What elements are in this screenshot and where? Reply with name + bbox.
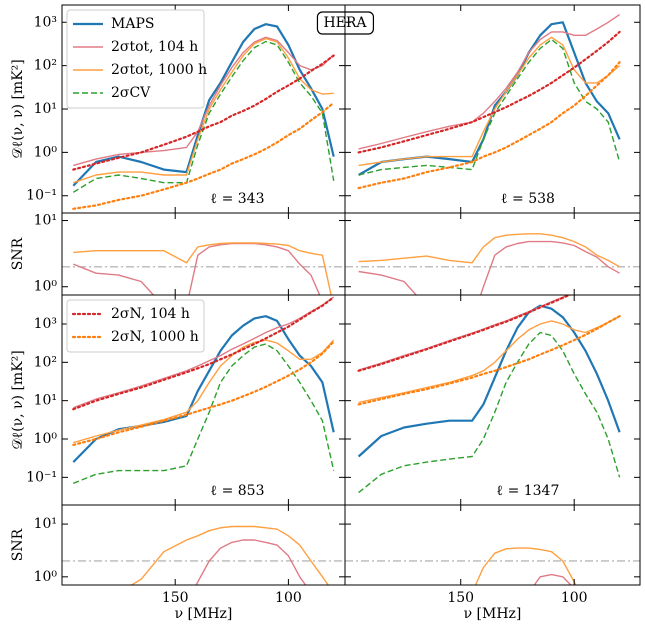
series-line (72, 340, 335, 446)
series-line (195, 539, 307, 585)
y-tick-label: 10² (34, 354, 57, 370)
y-axis-label: 𝒟ℓ(ν, ν) [mK²] (10, 59, 26, 158)
series-line (72, 101, 335, 210)
y-tick-label: 10⁰ (34, 431, 58, 447)
legend-box (66, 299, 205, 353)
plot-area (345, 547, 640, 585)
series-line (72, 54, 335, 171)
y-axis-label: SNR (10, 528, 26, 561)
legend-label: 2σCV (111, 85, 151, 101)
y-tick-label: 10¹ (34, 101, 57, 117)
y-tick-label: 10⁰ (34, 279, 58, 295)
plot-area (72, 296, 335, 484)
y-axis-label: 𝒟ℓ(ν, ν) [mK²] (10, 350, 26, 449)
y-tick-label: 10¹ (34, 516, 57, 532)
plot-area (357, 14, 621, 190)
y-tick-label: 10² (34, 58, 57, 74)
x-tick-label: 150 (447, 590, 474, 606)
series-line (357, 304, 621, 458)
y-tick-label: 10³ (34, 316, 57, 332)
series-line (72, 40, 335, 193)
legend-label: MAPS (111, 16, 154, 32)
series-line (358, 38, 621, 176)
series-line (72, 296, 335, 411)
series-line (358, 233, 620, 268)
x-tick-label: 100 (275, 590, 302, 606)
x-tick-label: 150 (162, 590, 189, 606)
y-tick-label: 10³ (34, 14, 57, 30)
ell-label: ℓ = 853 (210, 483, 264, 499)
legend-label: 2σtot, 104 h (111, 39, 198, 55)
y-tick-label: 10⁻¹ (26, 469, 57, 485)
y-axis-label: SNR (10, 237, 26, 270)
panel-frame (61, 212, 346, 296)
series-line (358, 295, 570, 371)
legend-label: 2σN, 104 h (111, 306, 190, 322)
series-line (357, 30, 621, 154)
series-line (358, 14, 620, 150)
plot-area (72, 23, 335, 210)
y-tick-label: 10¹ (34, 213, 57, 229)
y-tick-label: 10⁰ (34, 569, 58, 585)
y-tick-label: 10⁰ (34, 144, 58, 160)
ell-label: ℓ = 1347 (496, 483, 559, 499)
plot-area (62, 242, 345, 295)
series-line (357, 295, 572, 372)
plot-area (62, 525, 345, 585)
x-axis-label: ν [MHz] (464, 606, 522, 622)
series-line (358, 240, 620, 295)
x-axis-label: ν [MHz] (175, 606, 233, 622)
series-line (474, 547, 577, 585)
y-tick-label: 10⁻¹ (26, 188, 57, 204)
ell-label: ℓ = 538 (501, 191, 555, 207)
series-line (72, 23, 335, 187)
legend-label: 2σN, 1000 h (111, 329, 199, 345)
series-line (358, 331, 621, 494)
series-line (357, 61, 621, 190)
series-line (73, 242, 332, 295)
series-line (357, 315, 621, 406)
y-tick-label: 10¹ (34, 393, 57, 409)
series-line (358, 315, 620, 404)
plot-area (345, 233, 640, 295)
series-line (358, 21, 621, 176)
x-tick-label: 100 (561, 590, 588, 606)
legend-label: 2σtot, 1000 h (111, 62, 207, 78)
panel-frame (344, 504, 641, 586)
ell-label: ℓ = 343 (210, 191, 264, 207)
series-line (358, 36, 621, 167)
series-line (130, 525, 330, 585)
legend-box (66, 9, 205, 109)
plot-area (357, 295, 621, 494)
panel-frame (61, 504, 346, 586)
series-line (73, 343, 335, 484)
